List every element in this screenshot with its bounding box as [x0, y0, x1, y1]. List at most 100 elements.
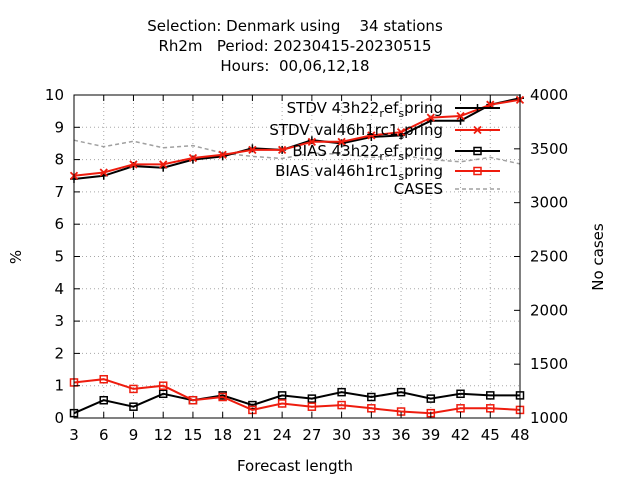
ticks: 3 6 9 12 15 18 21 24 27 30 33 36 39 42 45 4801234567891… — [45, 86, 568, 444]
data-point — [456, 389, 465, 399]
x-tick-label: 9 — [129, 426, 139, 444]
x-tick-label: 21 — [243, 426, 262, 444]
data-point — [248, 400, 257, 410]
legend-item: STDV 43h22refspring — [287, 99, 500, 120]
data-point — [129, 402, 138, 411]
chart-title-line-2: Rh2m Period: 20230415-20230515 — [158, 37, 432, 55]
data-point — [188, 153, 198, 163]
series-4 — [73, 139, 521, 165]
data-point — [396, 128, 406, 137]
data-point — [99, 395, 108, 405]
y2-tick-label: 1500 — [530, 355, 568, 373]
x-tick-label: 33 — [362, 426, 381, 444]
data-point — [367, 131, 376, 140]
data-point — [277, 399, 287, 408]
data-point — [158, 389, 168, 399]
y2-tick-label: 3500 — [530, 140, 568, 158]
y-tick-label: 5 — [54, 248, 64, 266]
data-point — [277, 391, 287, 400]
y-tick-label: 0 — [54, 409, 64, 427]
x-tick-label: 48 — [510, 426, 529, 444]
data-point — [486, 391, 495, 400]
legend-marker — [473, 166, 482, 176]
data-point — [337, 137, 346, 146]
y-tick-label: 3 — [54, 312, 64, 330]
legend-label: CASES — [394, 180, 443, 198]
y2-tick-label: 4000 — [530, 86, 568, 104]
data-point — [188, 395, 198, 405]
x-tick-label: 45 — [481, 426, 500, 444]
data-point — [158, 381, 168, 390]
legend-label: STDV 43h22refspring — [287, 99, 443, 120]
data-point — [129, 160, 138, 169]
data-point — [277, 145, 287, 155]
data-point — [367, 392, 376, 402]
y-tick-label: 6 — [54, 215, 64, 233]
data-point — [396, 387, 406, 397]
x-tick-label: 39 — [421, 426, 440, 444]
y-tick-label: 2 — [54, 344, 64, 362]
data-point — [129, 384, 138, 394]
series-layer — [69, 94, 525, 418]
legend-marker — [473, 146, 482, 156]
data-point — [337, 387, 346, 397]
y-axis-label: % — [7, 250, 25, 264]
series-line — [73, 139, 521, 165]
data-point — [218, 392, 227, 402]
data-point — [426, 394, 436, 403]
y-tick-label: 9 — [54, 118, 64, 136]
legend-marker — [473, 125, 482, 135]
x-tick-label: 42 — [451, 426, 470, 444]
y2-axis-label: No cases — [589, 223, 607, 291]
x-tick-label: 30 — [332, 426, 351, 444]
y-tick-label: 8 — [54, 151, 64, 169]
y2-tick-label: 3000 — [530, 194, 568, 212]
series-2 — [69, 387, 525, 418]
x-tick-label: 6 — [99, 426, 109, 444]
data-point — [426, 113, 435, 122]
y-tick-label: 10 — [45, 86, 64, 104]
data-point — [486, 404, 495, 413]
x-tick-label: 27 — [302, 426, 321, 444]
legend-item: BIAS 43h22refspring — [292, 142, 500, 163]
x-tick-label: 3 — [69, 426, 79, 444]
legend-item: CASES — [394, 180, 500, 198]
x-tick-label: 15 — [183, 426, 202, 444]
y-tick-label: 1 — [54, 377, 64, 395]
legend-label: STDV val46h1rc1spring — [269, 121, 443, 142]
y-tick-label: 7 — [54, 183, 64, 201]
data-point — [99, 168, 108, 177]
legend-marker — [473, 104, 482, 112]
series-line — [73, 391, 520, 415]
data-point — [367, 404, 376, 413]
x-axis-label: Forecast length — [237, 457, 353, 475]
legend-item: BIAS val46h1rc1spring — [275, 162, 500, 183]
y-tick-label: 4 — [54, 280, 64, 298]
x-tick-label: 24 — [273, 426, 292, 444]
y2-tick-label: 2000 — [530, 301, 568, 319]
series-line — [73, 98, 521, 177]
x-tick-label: 18 — [213, 426, 232, 444]
data-point — [248, 145, 257, 155]
legend-item: STDV val46h1rc1spring — [269, 121, 500, 142]
data-point — [218, 150, 227, 159]
chart-title-line-1: Selection: Denmark using 34 stations — [147, 17, 443, 35]
y2-tick-label: 1000 — [530, 409, 568, 427]
data-point — [456, 404, 465, 413]
legend-label: BIAS val46h1rc1spring — [275, 162, 443, 183]
data-point — [99, 374, 108, 384]
data-point — [307, 137, 317, 146]
chart-title-line-3: Hours: 00,06,12,18 — [220, 57, 370, 75]
series-1 — [69, 95, 525, 180]
data-point — [456, 116, 465, 125]
data-point — [337, 400, 346, 410]
data-point — [307, 394, 317, 403]
legend-label: BIAS 43h22refspring — [292, 142, 443, 163]
data-point — [307, 402, 317, 411]
data-point — [159, 160, 168, 169]
data-point — [456, 111, 465, 121]
x-tick-label: 36 — [392, 426, 411, 444]
y2-tick-label: 2500 — [530, 248, 568, 266]
